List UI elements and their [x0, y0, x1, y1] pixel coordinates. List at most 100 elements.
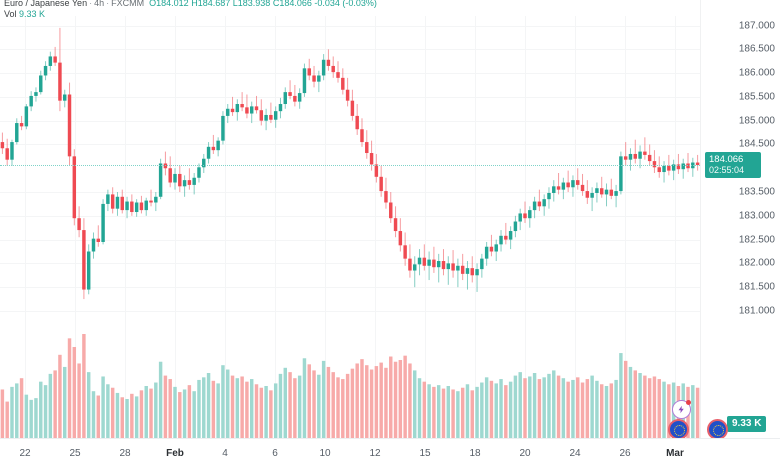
gridline-vertical — [225, 330, 226, 438]
volume-bar-down — [163, 375, 168, 438]
candle-body-down — [5, 148, 9, 160]
low-value: 183.938 — [237, 0, 271, 8]
candle-body-up — [671, 164, 676, 171]
volume-bar-up — [508, 381, 513, 438]
volume-bar-up — [144, 386, 148, 438]
candle-body-up — [48, 56, 53, 66]
candle-wick — [447, 256, 449, 285]
volume-bar-up — [221, 365, 225, 438]
volume-bar-up — [283, 367, 287, 438]
candle-body-up — [475, 269, 479, 276]
volume-bar-down — [422, 381, 427, 438]
candle-body-up — [436, 261, 441, 268]
volume-bar-up — [63, 366, 67, 438]
candle-body-up — [321, 59, 326, 76]
lightning-bolt-icon[interactable] — [672, 400, 691, 419]
volume-bar-down — [211, 380, 216, 438]
candle-body-down — [187, 180, 192, 185]
candle-wick — [505, 222, 507, 245]
current-price-badge: 184.066 02:55:04 — [705, 152, 761, 179]
time-tick: 18 — [469, 448, 481, 459]
eu-flag-icon-left[interactable] — [668, 419, 689, 440]
candle-body-up — [134, 202, 139, 213]
symbol-name[interactable]: Euro / Japanese Yen — [4, 0, 88, 8]
volume-bar-down — [647, 378, 652, 438]
volume-bar-up — [192, 391, 196, 438]
candle-wick — [538, 189, 540, 212]
candle-wick — [610, 178, 612, 200]
volume-bar-up — [446, 386, 451, 438]
gridline-vertical — [475, 16, 476, 330]
candle-wick — [625, 142, 627, 166]
candle-body-up — [197, 167, 201, 178]
gridline-horizontal — [0, 192, 700, 194]
volume-bar-up — [619, 353, 623, 438]
volume-bar-up — [302, 358, 307, 438]
price-tick: 186.000 — [738, 67, 775, 79]
gridline-vertical — [575, 330, 576, 438]
time-axis[interactable]: 22 25 28 Feb 4 6 10 12 15 18 20 24 26 Mar — [0, 438, 780, 471]
volume-bar-down — [393, 361, 398, 438]
candle-body-up — [302, 68, 307, 94]
price-tick: 187.000 — [738, 20, 775, 31]
volume-bar-down — [360, 359, 364, 438]
candle-body-down — [441, 261, 446, 270]
candle-body-up — [528, 210, 532, 219]
volume-bar-up — [456, 391, 460, 438]
alert-dot — [686, 400, 691, 405]
volume-bar-up — [206, 373, 211, 438]
gridline-horizontal — [0, 120, 700, 122]
volume-bar-down — [523, 378, 527, 438]
candle-body-up — [278, 104, 283, 112]
candle-body-up — [494, 244, 498, 252]
eu-flag-icon-right[interactable] — [707, 419, 728, 440]
volume-bar-up — [278, 373, 283, 438]
candle-body-down — [460, 265, 465, 274]
time-tick: Feb — [166, 448, 184, 459]
volume-bar-down — [345, 373, 350, 438]
candle-body-down — [336, 72, 340, 78]
volume-bar-down — [168, 379, 172, 438]
candle-wick — [601, 176, 603, 198]
candlestick-series — [0, 27, 700, 300]
price-tick: 185.000 — [738, 115, 775, 127]
candle-body-down — [379, 176, 383, 192]
candle-body-up — [158, 163, 163, 197]
candle-wick — [577, 168, 579, 190]
volume-bar-down — [187, 385, 192, 438]
candle-body-down — [374, 164, 379, 177]
interval-label[interactable]: 4h — [94, 0, 105, 8]
candle-wick — [476, 263, 478, 292]
price-axis[interactable]: 187.000 186.500 186.000 185.500 185.000 184.5… — [700, 0, 780, 438]
candle-body-up — [561, 182, 566, 190]
candle-wick — [490, 234, 492, 257]
candle-wick — [188, 168, 190, 190]
volume-bar-up — [91, 391, 96, 438]
price-pane[interactable] — [0, 16, 700, 330]
volume-bar-down — [398, 360, 403, 438]
candle-body-up — [273, 111, 278, 120]
candle-body-down — [240, 104, 244, 108]
volume-pane[interactable] — [0, 330, 700, 438]
candle-body-down — [245, 107, 249, 114]
volume-bar-down — [307, 364, 311, 438]
candle-body-up — [456, 265, 460, 271]
volume-bar-up — [216, 383, 220, 438]
price-tick: 183.500 — [738, 186, 775, 198]
volume-bar-down — [585, 379, 590, 438]
volume-bar-down — [19, 378, 24, 438]
volume-bar-down — [110, 387, 115, 438]
volume-bar-down — [369, 369, 374, 438]
candle-wick — [524, 201, 526, 223]
price-tick: 185.500 — [738, 91, 775, 103]
candle-body-up — [552, 186, 556, 193]
candle-body-down — [422, 257, 427, 266]
candle-wick — [615, 184, 617, 208]
volume-bar-up — [542, 377, 546, 438]
price-tick: 181.000 — [738, 305, 775, 317]
candle-body-down — [293, 95, 297, 102]
gridline-vertical — [25, 330, 26, 438]
candle-body-down — [695, 162, 700, 166]
candle-body-up — [604, 189, 609, 195]
